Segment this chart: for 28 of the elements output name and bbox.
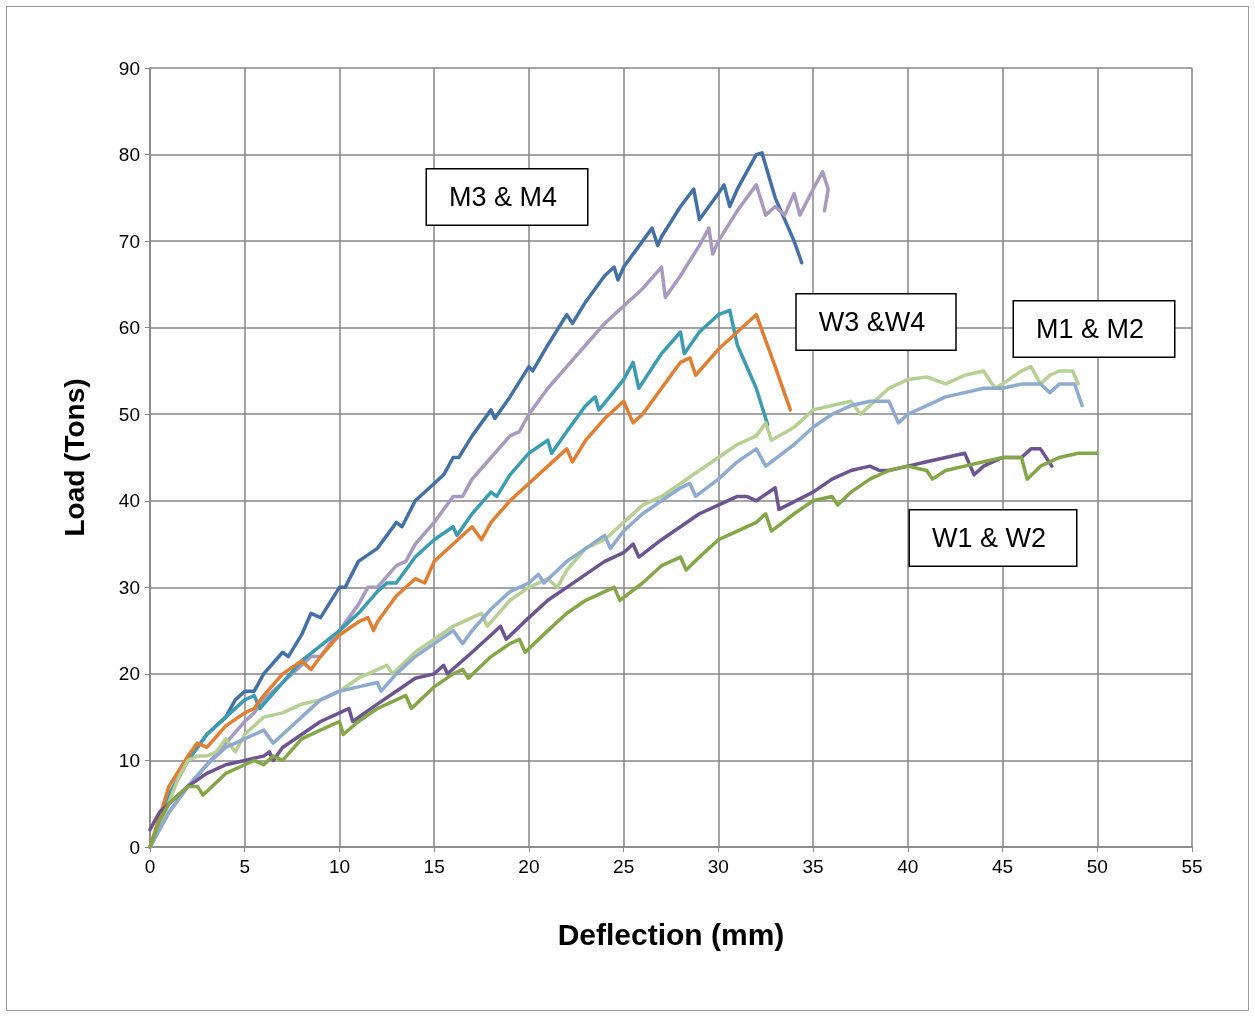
x-tick-label: 15 [423, 856, 445, 877]
x-tick-label: 55 [1181, 856, 1203, 877]
y-tick-label: 30 [118, 576, 140, 598]
annotation: W1 & W2 [931, 523, 1047, 553]
x-tick-label: 40 [897, 856, 919, 877]
y-axis-title: Load (Tons) [58, 378, 90, 537]
x-tick-label: 20 [518, 856, 540, 877]
y-tick-label: 0 [129, 836, 140, 858]
y-tick-label: 90 [118, 57, 140, 79]
y-tick-label: 50 [118, 403, 140, 425]
x-tick-label: 25 [613, 856, 635, 877]
annotation: M1 & M2 [1035, 314, 1145, 344]
annotation: M3 & M4 [448, 182, 558, 212]
x-tick-label: 10 [328, 856, 351, 877]
annotation: W3 &W4 [818, 307, 926, 337]
y-tick-label: 20 [118, 663, 140, 685]
y-tick-label: 10 [118, 749, 140, 771]
x-tick-label: 0 [144, 856, 156, 877]
x-axis-title: Deflection (mm) [557, 917, 785, 951]
x-tick-label: 5 [239, 856, 251, 877]
y-tick-label: 80 [118, 144, 140, 166]
y-tick-label: 60 [118, 317, 140, 339]
x-tick-label: 30 [707, 856, 729, 877]
y-tick-label: 40 [118, 490, 140, 512]
y-tick-label: 70 [118, 230, 140, 252]
x-tick-label: 50 [1086, 856, 1108, 877]
x-tick-label: 35 [802, 856, 824, 877]
x-tick-label: 45 [991, 856, 1014, 877]
